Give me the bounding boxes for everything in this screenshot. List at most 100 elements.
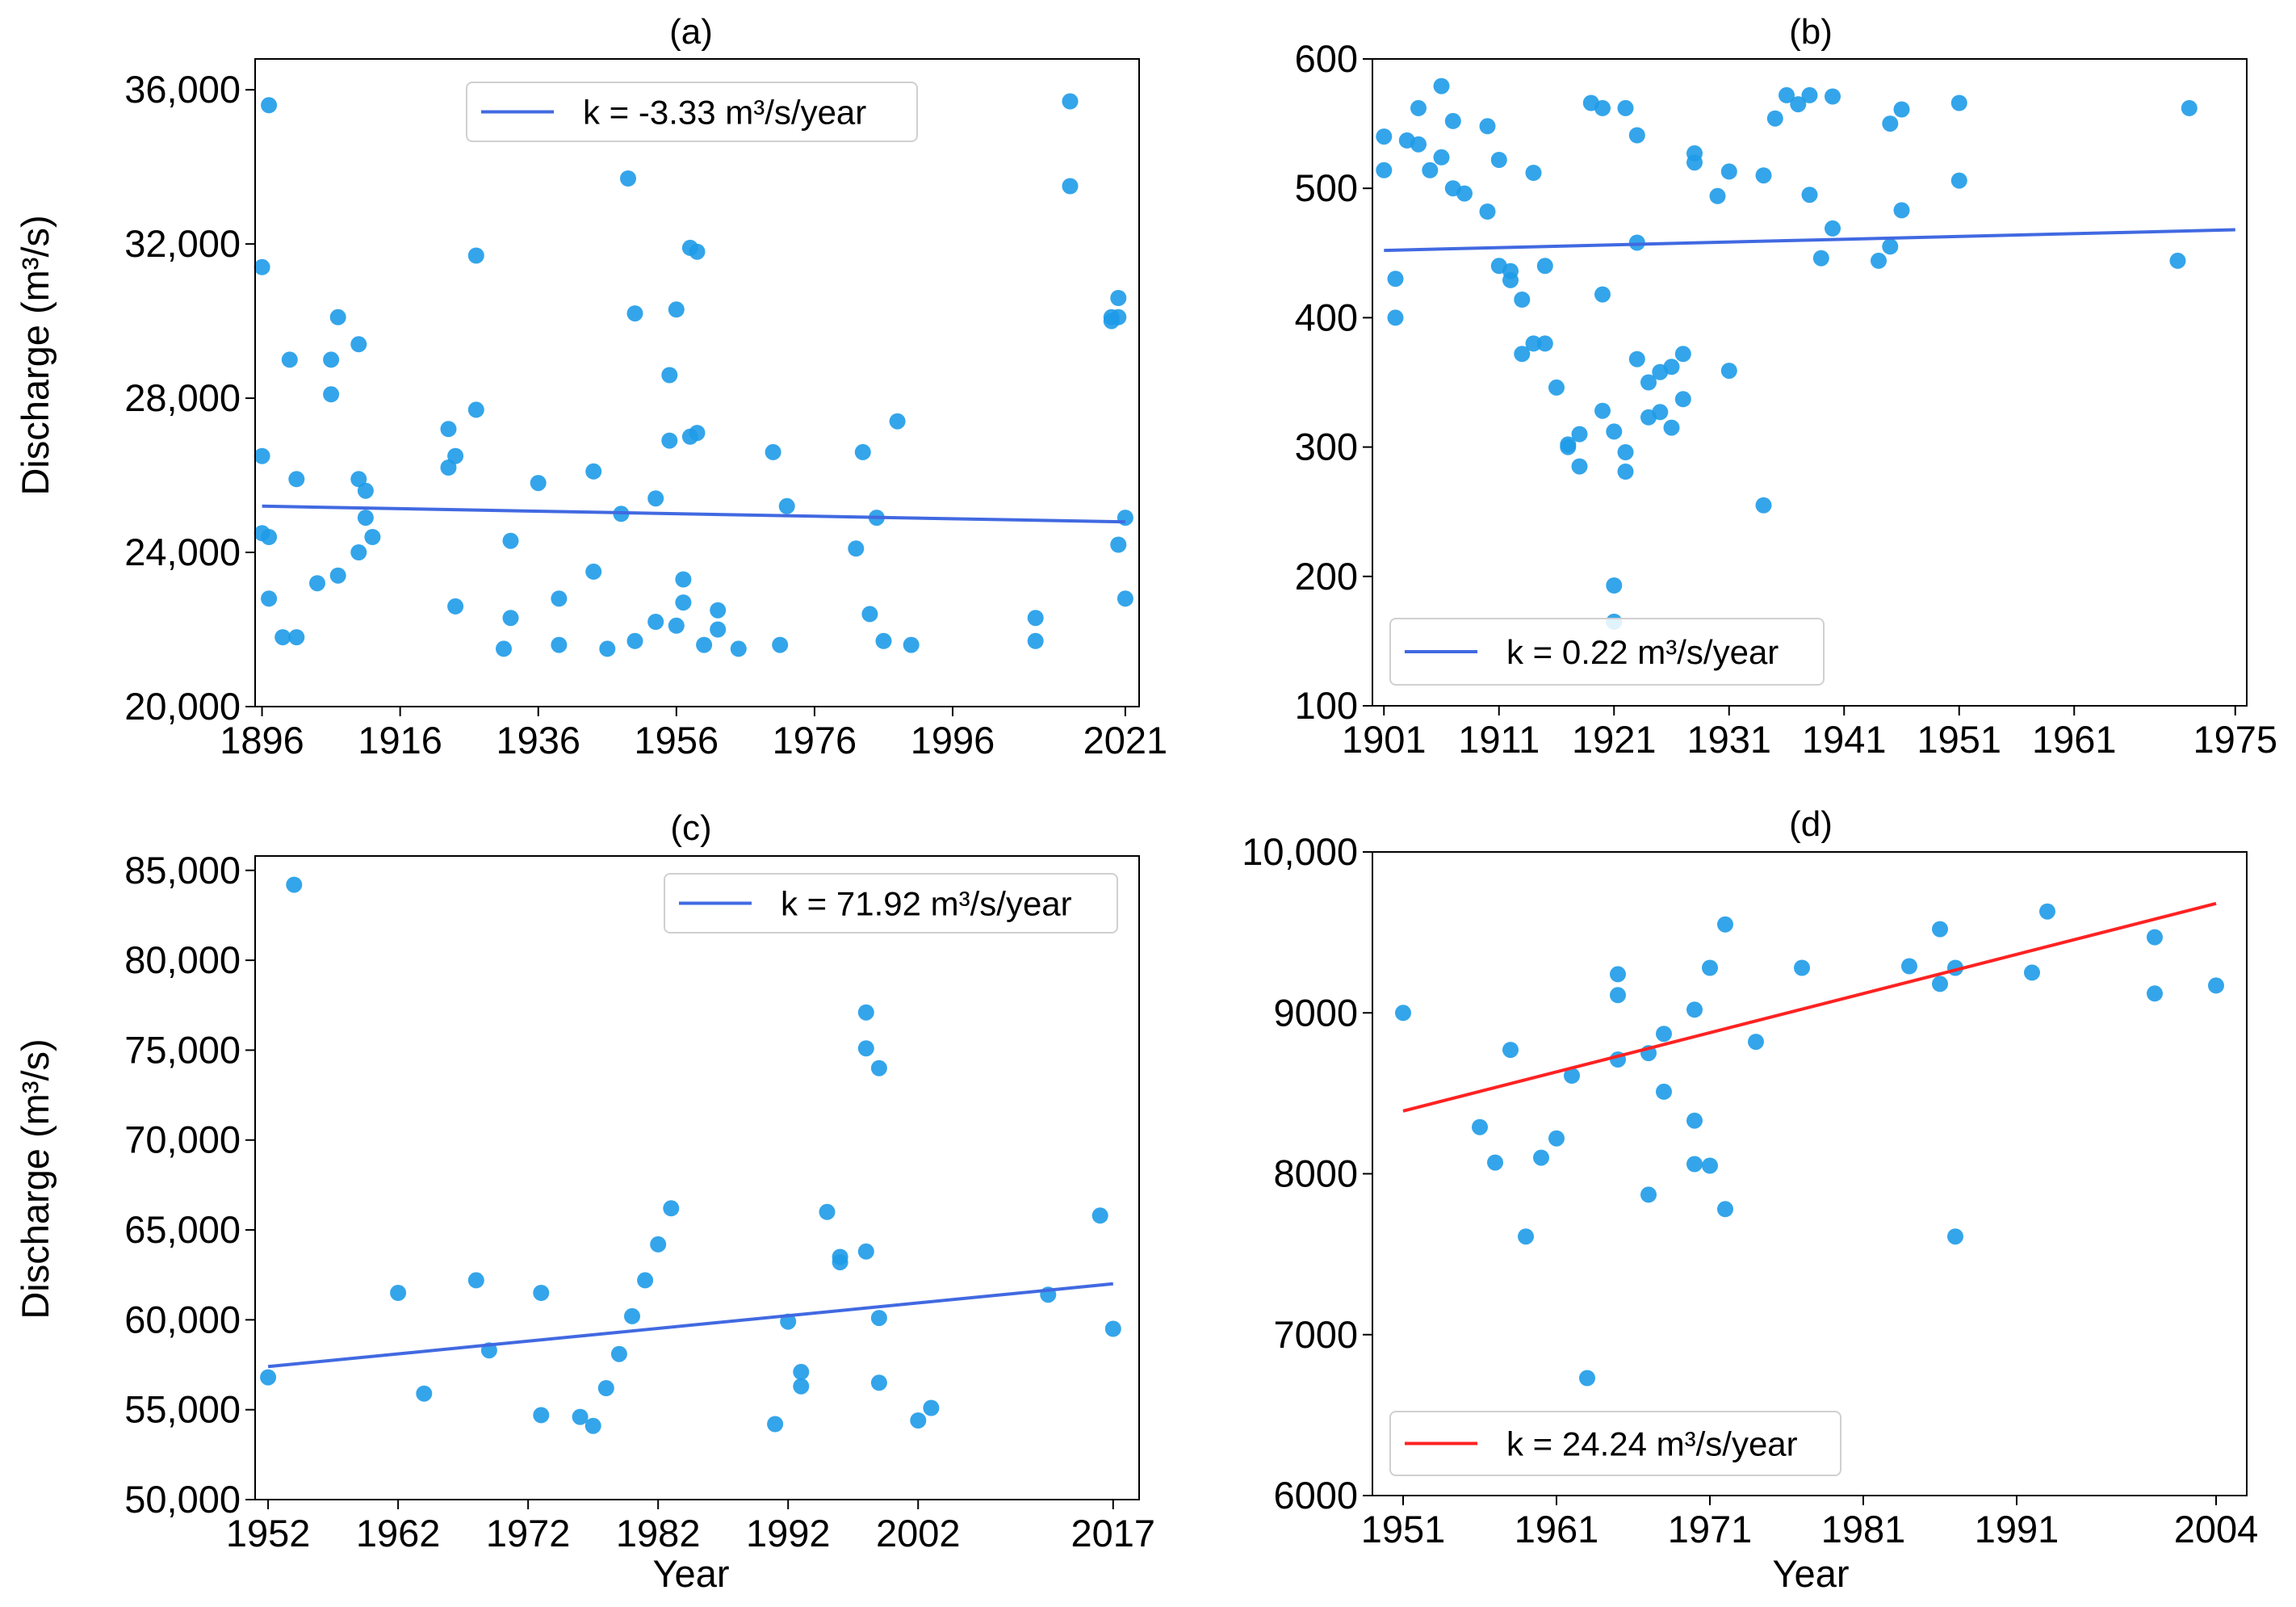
panel-c-point	[467, 1272, 484, 1289]
panel-c-xtick-label: 1972	[486, 1512, 571, 1555]
panel-c-point	[767, 1416, 784, 1433]
panel-a-point	[875, 632, 892, 649]
panel-a-point	[1062, 93, 1079, 110]
panel-c-point	[870, 1374, 887, 1391]
panel-b-ytick-label: 400	[1295, 296, 1358, 338]
panel-d-point	[1748, 1034, 1764, 1051]
panel-a-ytick-label: 28,000	[124, 376, 241, 419]
panel-d-point	[1487, 1154, 1503, 1171]
panel-b-point	[1410, 99, 1427, 116]
panel-b-point	[1387, 271, 1404, 287]
panel-a: (a) Discharge (m³/s) 1896 1916 1936 1956 197…	[14, 12, 1167, 762]
panel-a-point	[323, 351, 340, 368]
panel-c-legend-label: k = 71.92 m³/s/year	[781, 885, 1072, 923]
panel-a-point	[854, 443, 871, 460]
panel-c-ytick-label: 75,000	[124, 1028, 241, 1071]
panel-a-xtick-label: 1976	[773, 719, 857, 762]
panel-c-point	[624, 1307, 640, 1324]
panel-b-ytick-label: 600	[1295, 37, 1358, 80]
panel-d-point	[2039, 903, 2055, 920]
panel-d-ytick-label: 6000	[1273, 1474, 1358, 1517]
panel-c-axes-frame	[254, 855, 1140, 1500]
panel-a-point	[1117, 590, 1133, 607]
panel-a-point	[730, 640, 747, 657]
panel-b-xtick-label: 1921	[1572, 718, 1657, 761]
panel-d-legend-label: k = 24.24 m³/s/year	[1506, 1425, 1798, 1463]
panel-b-point	[1640, 374, 1657, 391]
panel-d-point	[1702, 1157, 1718, 1174]
panel-c-xtick-label: 2002	[876, 1512, 961, 1555]
panel-b-point	[1893, 101, 1910, 118]
panel-b-point	[1950, 172, 1967, 189]
panel-a-point	[1110, 308, 1127, 325]
panel-a-point	[323, 386, 340, 403]
panel-b-xtick-label: 1901	[1342, 718, 1427, 761]
panel-b-point	[1720, 163, 1737, 180]
panel-b-point	[1387, 309, 1404, 326]
panel-b-ytick-label: 200	[1295, 555, 1358, 598]
panel-b-point	[1790, 96, 1807, 113]
panel-a-point	[889, 413, 906, 430]
panel-b-point	[2181, 99, 2198, 116]
panel-d: (d) Year 1951 1961 1971 1981 1991 2004 6000 700…	[1242, 804, 2258, 1595]
panel-a-point	[585, 563, 602, 580]
panel-d-xtick-label: 1981	[1821, 1508, 1906, 1550]
panel-a-point	[447, 598, 464, 615]
panel-a-point	[329, 567, 346, 584]
panel-a-point	[765, 443, 781, 460]
panel-a-point	[668, 301, 685, 318]
panel-b-point	[1479, 203, 1496, 220]
panel-a-point	[350, 471, 367, 488]
panel-a-point	[626, 632, 643, 649]
panel-d-point	[1686, 1156, 1703, 1173]
panel-a-point	[364, 529, 381, 545]
panel-c-point	[857, 1243, 874, 1260]
panel-b-point	[1594, 99, 1611, 116]
panel-b-point	[1514, 346, 1531, 363]
panel-a-point	[585, 463, 602, 480]
panel-c-point	[910, 1412, 927, 1429]
panel-c-ytick-label: 55,000	[124, 1388, 241, 1431]
panel-b-point	[1766, 110, 1783, 127]
panel-d-xtick-label: 1971	[1668, 1508, 1753, 1550]
panel-a-legend-label: k = -3.33 m³/s/year	[583, 94, 866, 132]
panel-b-point	[1548, 379, 1565, 396]
panel-d-point	[2147, 929, 2163, 946]
panel-a-point	[689, 243, 706, 260]
panel-a-point	[903, 636, 920, 653]
panel-a-axes-frame	[254, 58, 1140, 707]
panel-a-xtick-label: 1996	[911, 719, 995, 762]
panel-a-point	[253, 258, 270, 275]
panel-c-point	[793, 1378, 810, 1395]
panel-a-point	[350, 336, 367, 353]
panel-a-point	[261, 590, 278, 607]
panel-d-title: (d)	[1789, 804, 1833, 844]
panel-a-legend: k = -3.33 m³/s/year	[466, 82, 918, 142]
panel-b-xtick-label: 1941	[1802, 718, 1887, 761]
panel-b-point	[1801, 187, 1818, 203]
panel-a-xtick-label: 1896	[220, 719, 304, 762]
panel-c-point	[584, 1417, 601, 1434]
panel-a-point	[440, 421, 457, 438]
panel-c-xtick-label: 1992	[746, 1512, 831, 1555]
panel-b-xtick-label: 1911	[1458, 718, 1540, 761]
panel-c-point	[597, 1380, 614, 1396]
panel-b-point	[1882, 238, 1899, 255]
panel-a-point	[261, 529, 278, 545]
panel-b-ytick-label: 300	[1295, 426, 1358, 468]
panel-a-trend-line	[262, 504, 1125, 524]
panel-b-point	[1560, 436, 1577, 453]
panel-a-point	[1027, 610, 1044, 627]
panel-d-xlabel: Year	[1773, 1552, 1850, 1595]
panel-d-point	[1702, 959, 1718, 976]
panel-b-point	[1525, 335, 1542, 352]
panel-b-legend: k = 0.22 m³/s/year	[1389, 618, 1825, 686]
panel-d-xtick-label: 2004	[2174, 1508, 2259, 1550]
panel-a-point	[689, 425, 706, 442]
panel-b-ytick-label: 500	[1295, 166, 1358, 209]
panel-c-point	[572, 1408, 589, 1425]
panel-b-point	[1536, 335, 1553, 352]
panel-a-point	[253, 447, 270, 464]
panel-b-point	[1812, 250, 1829, 266]
